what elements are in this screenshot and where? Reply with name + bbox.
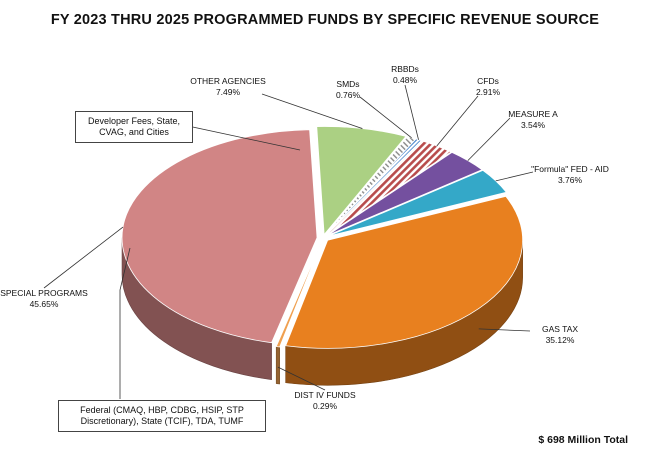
chart-title: FY 2023 THRU 2025 PROGRAMMED FUNDS BY SP… [50,12,600,28]
pie-slices [121,126,524,349]
slice-labels: GAS TAX 35.12% DIST IV FUNDS 0.29% SPECIAL P… [0,64,609,411]
label-value-dist-iv-funds: 0.29% [313,401,338,411]
label-measure-a: MEASURE A 3.54% [508,109,558,130]
leader-rbbds [404,84,419,140]
label-cfds: CFDs 2.91% [476,76,501,97]
leader-measure-a [467,117,511,161]
label-formula-fed-aid: "Formula" FED - AID 3.76% [531,164,609,185]
label-name-special-programs: SPECIAL PROGRAMS [0,288,88,298]
label-value-smds: 0.76% [336,90,361,100]
label-value-formula-fed-aid: 3.76% [558,175,583,185]
federal-sources-note: Federal (CMAQ, HBP, CDBG, HSIP, STP Disc… [58,400,266,432]
developer-note-connector [187,125,301,151]
total-label: $ 698 Million Total [538,434,628,446]
leader-smds [359,96,412,139]
slice-special-programs [121,129,318,344]
label-gas-tax: GAS TAX 35.12% [542,324,578,345]
label-dist-iv-funds: DIST IV FUNDS 0.29% [294,390,356,411]
label-smds: SMDs 0.76% [336,79,361,100]
label-name-measure-a: MEASURE A [508,109,558,119]
leader-formula-fed-aid [495,171,534,182]
slice-gas-tax [285,195,524,349]
label-value-gas-tax: 35.12% [546,335,575,345]
label-rbbds: RBBDs 0.48% [391,64,419,85]
leader-other-agencies [261,93,363,129]
label-name-dist-iv-funds: DIST IV FUNDS [294,390,356,400]
label-value-rbbds: 0.48% [393,75,418,85]
leader-special-programs [43,226,124,289]
leader-gas-tax [478,328,531,332]
leader-dist-iv-funds [277,366,326,391]
slice-dist-iv-funds [275,241,323,348]
label-name-cfds: CFDs [477,76,499,86]
label-name-rbbds: RBBDs [391,64,419,74]
developer-fees-note: Developer Fees, State, CVAG, and Cities [75,111,193,143]
label-name-formula-fed-aid: "Formula" FED - AID [531,164,609,174]
label-value-other-agencies: 7.49% [216,87,241,97]
label-value-cfds: 2.91% [476,87,501,97]
label-name-other-agencies: OTHER AGENCIES [190,76,266,86]
label-name-smds: SMDs [336,79,359,89]
label-value-special-programs: 45.65% [30,299,59,309]
label-special-programs: SPECIAL PROGRAMS 45.65% [0,288,88,309]
leader-lines [43,84,534,399]
label-value-measure-a: 3.54% [521,120,546,130]
slice-side-dist-iv-funds [275,346,280,385]
federal-note-connector [119,247,131,399]
label-other-agencies: OTHER AGENCIES 7.49% [190,76,266,97]
leader-cfds [436,95,479,147]
label-name-gas-tax: GAS TAX [542,324,578,334]
